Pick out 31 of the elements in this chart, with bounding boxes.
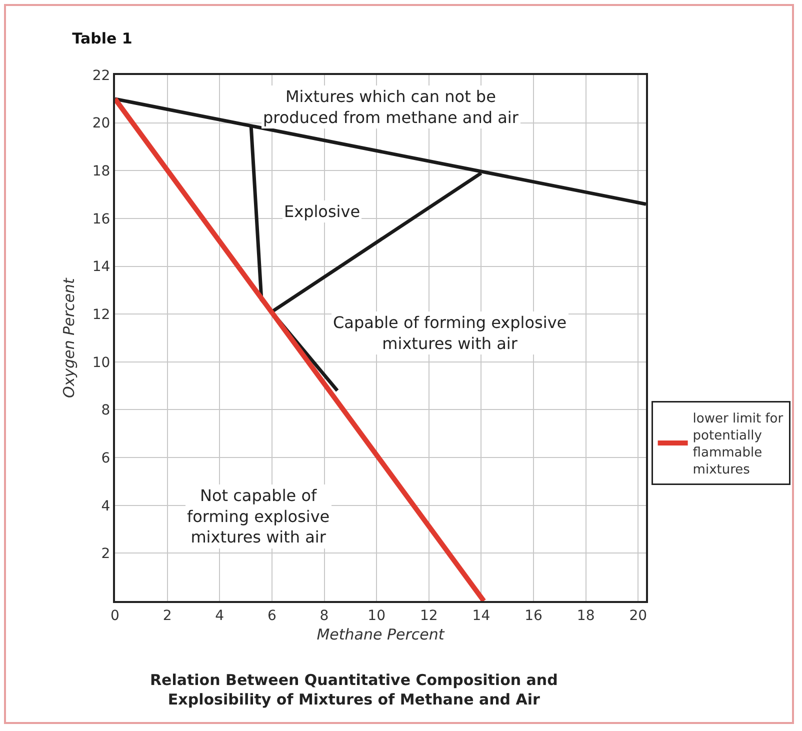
x-tick-label: 20 [629, 608, 648, 624]
x-tick-label: 10 [368, 608, 386, 624]
y-tick-label: 6 [101, 450, 110, 466]
text: Relation Between Quantitative Composition and Explosibility of Mixtures of Methane and Air [150, 671, 558, 708]
y-tick-label: 10 [92, 354, 110, 371]
x-tick-label: 18 [576, 608, 595, 624]
x-tick-label: 14 [472, 608, 490, 624]
legend-label: lower limit for potentially flammable mixtures [692, 412, 784, 478]
y-tick-label: 16 [92, 211, 110, 228]
annotation: Explosive [284, 202, 360, 221]
y-tick-label: 2 [101, 546, 110, 562]
annotation: Not capable of forming explosive mixtures with air [187, 486, 330, 547]
x-tick-label: 16 [524, 608, 543, 624]
x-tick-label: 2 [162, 608, 172, 624]
annotation: Capable of forming explosive mixtures with air [333, 313, 567, 353]
y-tick-label: 22 [92, 68, 110, 84]
x-axis-title: Methane Percent [316, 625, 446, 644]
y-tick-label: 20 [92, 116, 110, 132]
y-tick-label: 4 [101, 498, 110, 514]
annotation: Mixtures which can not be produced from methane and air [263, 87, 519, 127]
chart-title: Table 1 [72, 29, 132, 48]
y-tick-label: 8 [101, 402, 110, 419]
x-tick-label: 0 [110, 608, 120, 624]
x-tick-label: 4 [215, 608, 224, 624]
x-tick-label: 6 [267, 608, 276, 624]
y-axis-title: Oxygen Percent [60, 276, 78, 398]
y-tick-label: 12 [92, 306, 110, 323]
y-tick-label: 18 [92, 164, 110, 180]
x-tick-label: 12 [420, 608, 438, 624]
x-tick-label: 8 [320, 608, 329, 624]
y-tick-label: 14 [92, 259, 110, 276]
